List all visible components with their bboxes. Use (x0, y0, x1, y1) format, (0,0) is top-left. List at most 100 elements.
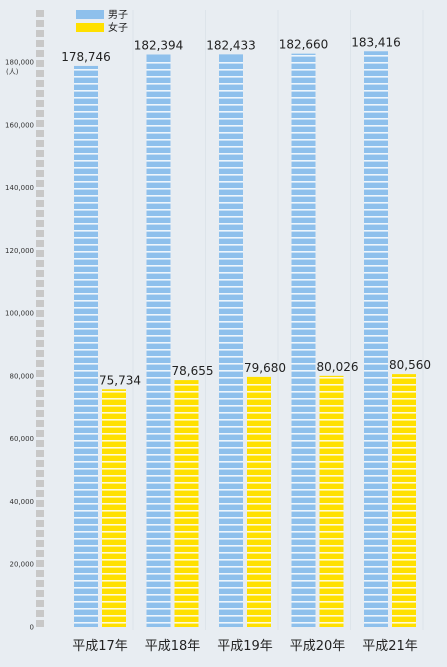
bar-stripe (146, 265, 171, 267)
bar-stripe (102, 615, 126, 617)
bar-stripe (291, 181, 316, 183)
bar-stripe (219, 279, 243, 281)
bar-stripe (291, 573, 316, 575)
bar-stripe (219, 76, 243, 78)
bar-stripe (74, 496, 98, 498)
bar-stripe (219, 153, 243, 155)
bar-stripe (174, 531, 199, 533)
bar-stripe (74, 202, 98, 204)
bar-stripe (146, 237, 171, 239)
y-tick-label: 80,000 (10, 372, 35, 380)
y-axis-segment (36, 470, 44, 477)
bar-stripe (174, 454, 199, 456)
bar-stripe (291, 76, 316, 78)
y-axis-segment (36, 510, 44, 517)
y-tick-label: 0 (30, 624, 34, 632)
bar-stripe (146, 615, 171, 617)
bar-stripe (74, 153, 98, 155)
y-tick-label: 140,000 (5, 184, 34, 192)
legend-swatch (76, 10, 104, 19)
bar-stripe (174, 447, 199, 449)
bar-stripe (219, 461, 243, 463)
bar-stripe (219, 545, 243, 547)
bar-stripe (291, 265, 316, 267)
bar-stripe (247, 573, 271, 575)
bar-stripe (364, 62, 388, 64)
bar-stripe (291, 342, 316, 344)
bar-stripe (219, 622, 243, 624)
bar-stripe (291, 412, 316, 414)
bar-stripe (219, 202, 243, 204)
bar-stripe (392, 384, 416, 386)
bar-stripe (219, 475, 243, 477)
bar-stripe (364, 223, 388, 225)
bar-stripe (291, 83, 316, 85)
bar-stripe (146, 552, 171, 554)
bar-stripe (219, 251, 243, 253)
bar-stripe (74, 104, 98, 106)
bar-stripe (319, 433, 344, 435)
bar-stripe (146, 335, 171, 337)
bar-stripe (219, 356, 243, 358)
bar-stripe (291, 104, 316, 106)
y-tick-label: 120,000 (5, 247, 34, 255)
bar-female (392, 374, 416, 627)
value-label-female: 79,680 (244, 361, 286, 375)
bar-stripe (174, 566, 199, 568)
y-axis-segment (36, 240, 44, 247)
bar-stripe (174, 405, 199, 407)
bar-stripe (364, 216, 388, 218)
bar-stripe (319, 412, 344, 414)
bar-stripe (146, 545, 171, 547)
bar-stripe (219, 468, 243, 470)
y-axis-segment (36, 580, 44, 587)
bar-stripe (392, 426, 416, 428)
bar-stripe (74, 174, 98, 176)
bar-stripe (74, 188, 98, 190)
bar-stripe (219, 174, 243, 176)
bar-stripe (74, 349, 98, 351)
y-tick-label: 100,000 (5, 310, 34, 318)
bar-stripe (174, 545, 199, 547)
bar-stripe (146, 412, 171, 414)
bar-stripe (174, 538, 199, 540)
bar-stripe (364, 384, 388, 386)
bar-stripe (291, 440, 316, 442)
bar-stripe (219, 419, 243, 421)
value-label-female: 80,026 (317, 360, 359, 374)
bar-stripe (74, 286, 98, 288)
bar-stripe (291, 328, 316, 330)
bar-stripe (247, 447, 271, 449)
bar-stripe (392, 489, 416, 491)
bar-stripe (102, 419, 126, 421)
bar-stripe (291, 251, 316, 253)
y-axis-segment (36, 140, 44, 147)
y-axis-segment (36, 380, 44, 387)
bar-stripe (74, 69, 98, 71)
y-axis-segment (36, 540, 44, 547)
bar-stripe (102, 559, 126, 561)
bar-stripe (74, 356, 98, 358)
bar-stripe (392, 475, 416, 477)
bar-stripe (219, 300, 243, 302)
bar-stripe (364, 188, 388, 190)
y-axis-segment (36, 10, 44, 17)
bar-stripe (364, 531, 388, 533)
bar-stripe (247, 412, 271, 414)
bar-stripe (392, 461, 416, 463)
bar-stripe (146, 251, 171, 253)
bar-stripe (291, 587, 316, 589)
bar-stripe (74, 146, 98, 148)
bar-stripe (291, 608, 316, 610)
bar-stripe (74, 209, 98, 211)
bar-female (247, 376, 271, 627)
bar-stripe (74, 377, 98, 379)
bar-stripe (146, 517, 171, 519)
bar-stripe (102, 601, 126, 603)
bar-stripe (319, 419, 344, 421)
bar-stripe (291, 482, 316, 484)
bar-stripe (247, 587, 271, 589)
bar-stripe (74, 167, 98, 169)
bar-stripe (74, 615, 98, 617)
bar-stripe (291, 188, 316, 190)
